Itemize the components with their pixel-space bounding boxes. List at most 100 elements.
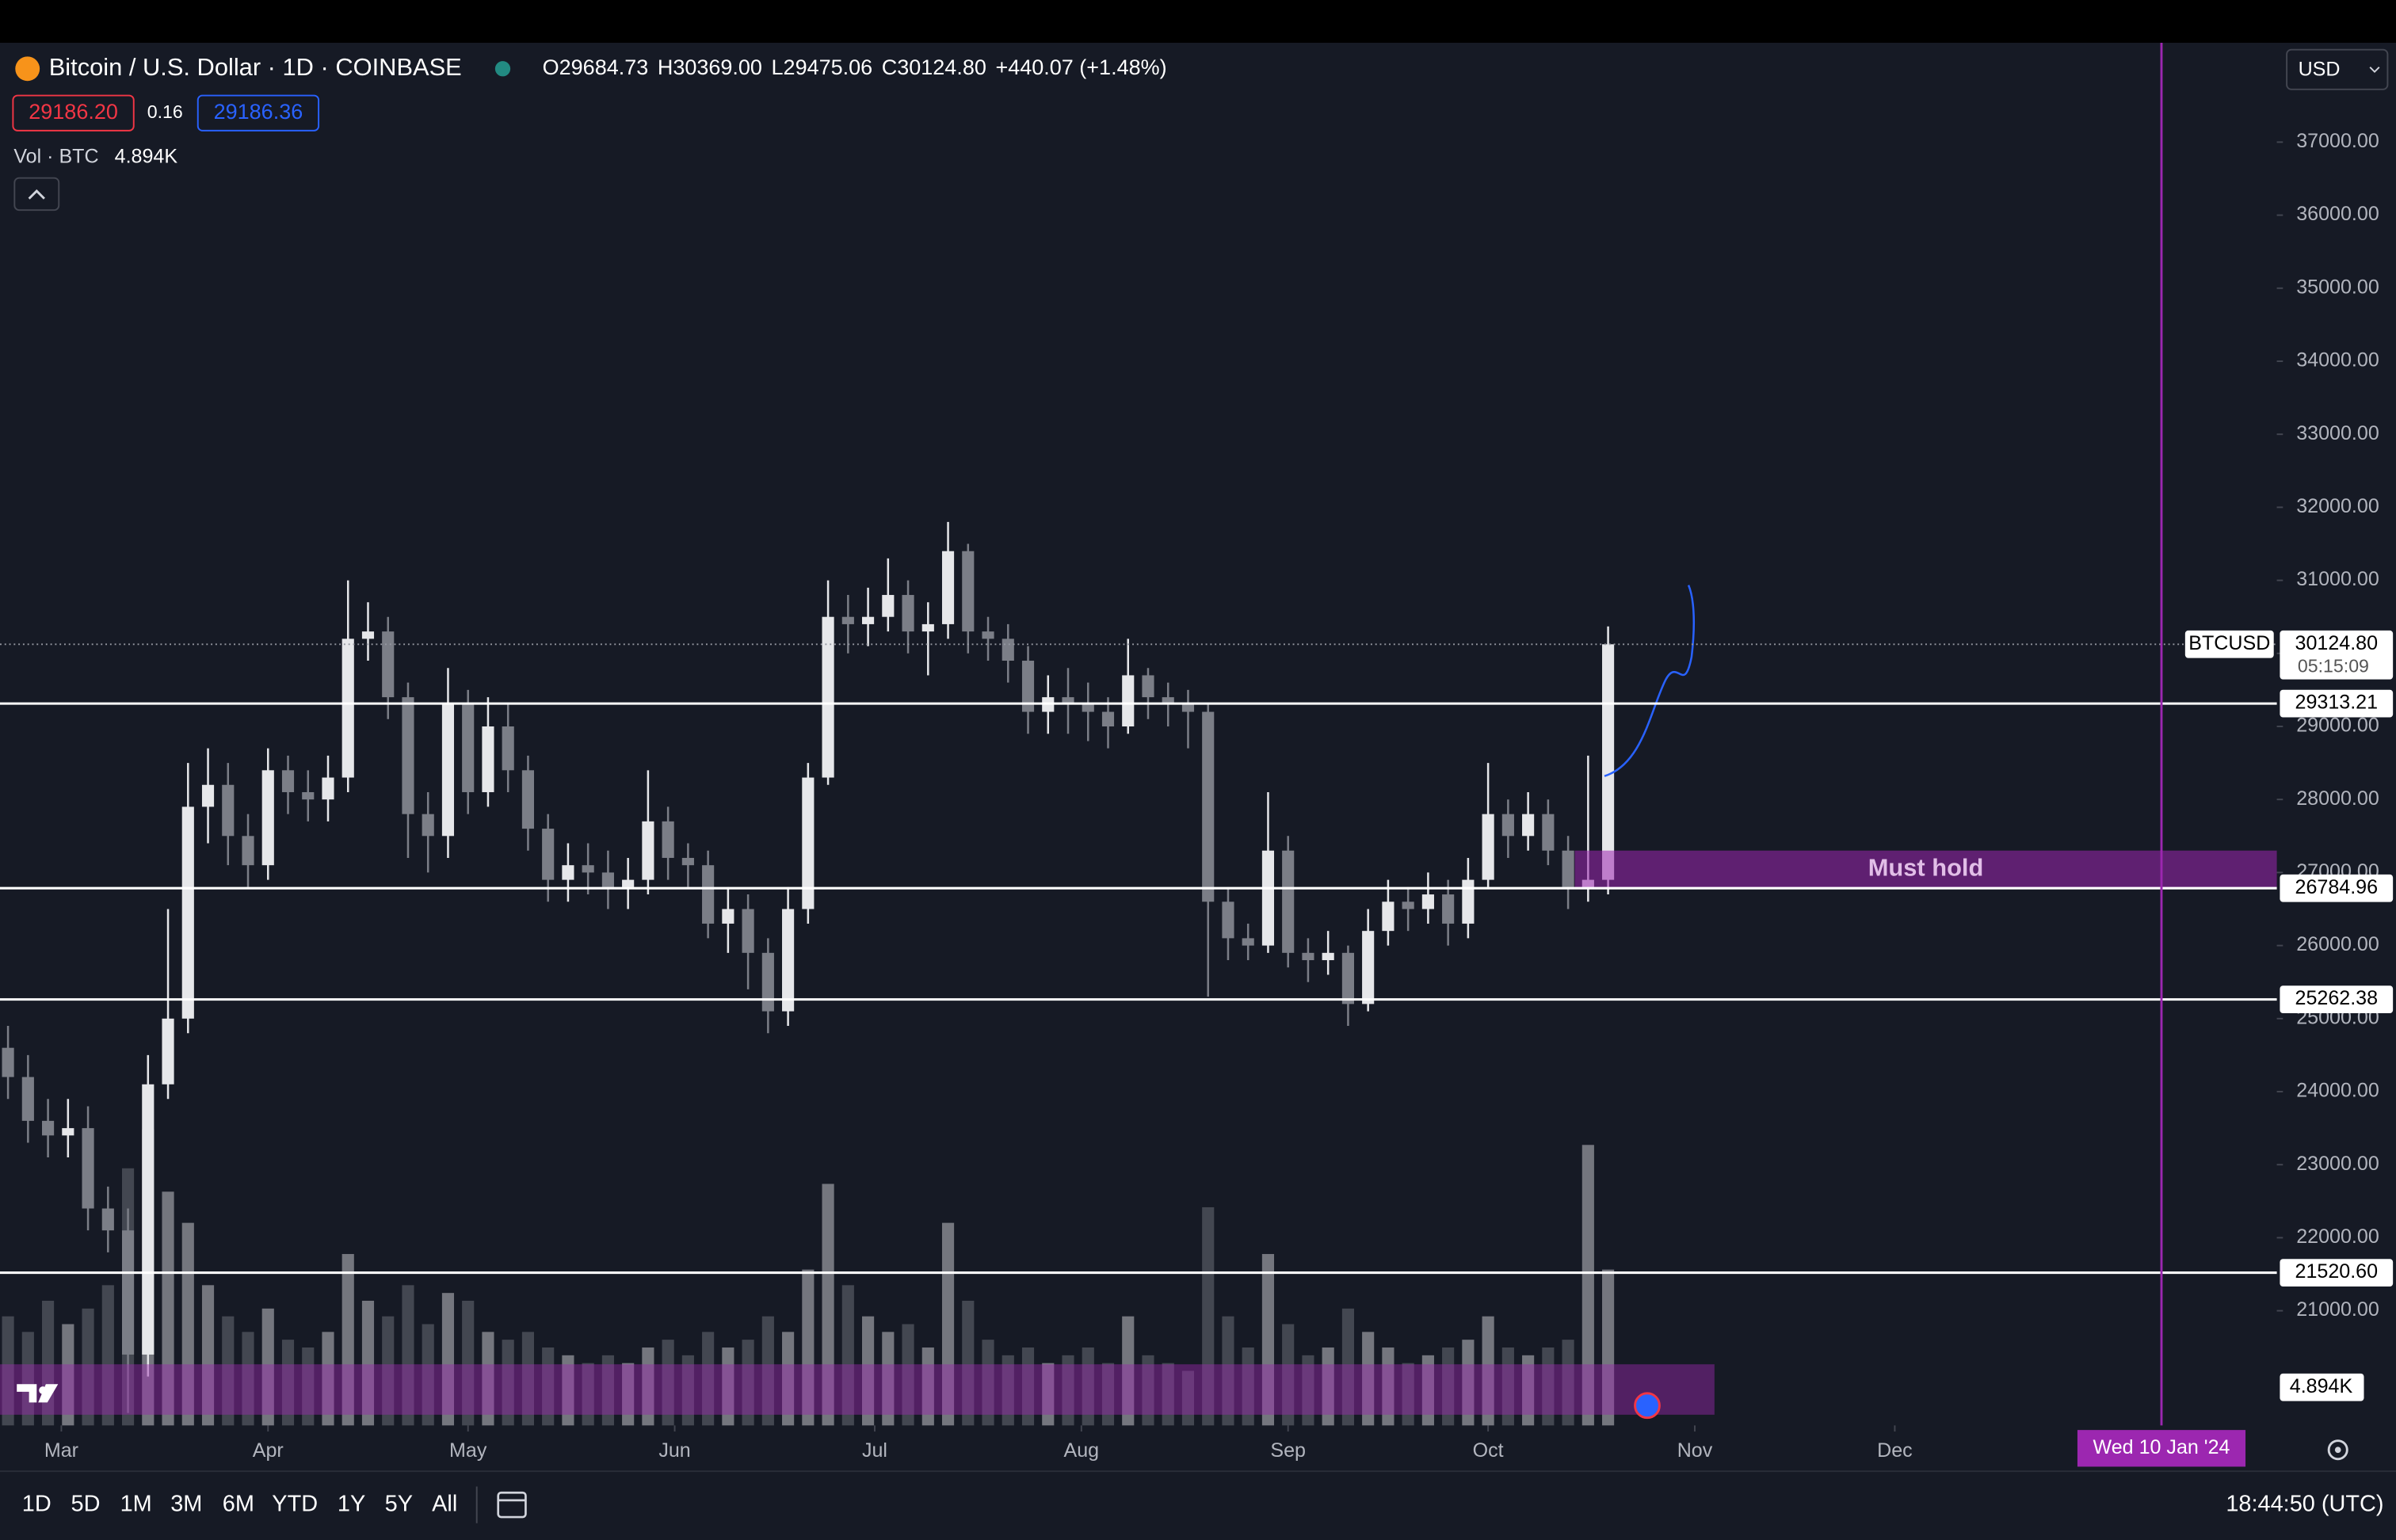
zone [1574,850,2277,889]
ohlc-change: +440.07 (+1.48%) [995,55,1166,79]
price-label-box [2280,1259,2394,1287]
candle-body [341,638,354,778]
candle-body [582,865,594,873]
volume-bar [1302,1355,1314,1426]
buy-button[interactable] [196,94,320,132]
volume-bar [2,1316,14,1426]
candle-body [62,1128,74,1136]
timeframe-button[interactable]: YTD [272,1491,318,1516]
sell-price[interactable]: 29186.20 [29,100,118,124]
candle-body [42,1120,55,1136]
candle-body [121,1230,135,1355]
y-tick-label: 22000.00 [2296,1226,2379,1248]
volume-bar [1021,1348,1035,1426]
volume-bar [1562,1340,1574,1426]
settings-button[interactable] [2327,1439,2348,1461]
volume-bar [521,1332,535,1426]
candle-body [1282,850,1295,953]
volume-bar [1181,1370,1195,1426]
last-price-label: 30124.80 [2295,632,2379,654]
volume-bar [1322,1348,1334,1426]
volume-bar [841,1285,854,1426]
timeframe-button[interactable]: 5Y [385,1491,413,1516]
candle-body [181,806,194,1019]
collapse-button[interactable] [13,177,60,212]
candle-body [1362,931,1375,1004]
timeframe-button[interactable]: All [432,1491,457,1516]
candle-body [822,616,834,778]
volume-bar [1362,1332,1375,1426]
volume-bar [1482,1316,1494,1426]
candle-body [361,631,375,639]
candle-body [902,595,914,632]
volume-bar [1142,1355,1154,1426]
currency[interactable]: USD [2299,58,2341,80]
candle-body [982,631,994,639]
y-tick-label: 26000.00 [2296,933,2379,955]
x-tick-label: Apr [253,1439,284,1462]
volume-bar [281,1340,295,1426]
candle-body [782,909,795,1012]
candle-body [542,829,555,880]
symbol-icon [15,56,40,82]
buy-price[interactable]: 29186.36 [214,100,303,124]
timeframe-button[interactable]: 3M [170,1491,202,1516]
candle-body [1122,675,1135,726]
timeframe-button[interactable]: 1M [120,1491,152,1516]
ohlc: O29684.73 H30369.00 L29475.06 C30124.80 +440… [543,55,1167,79]
candle-body [622,879,635,887]
candle-body [722,909,734,924]
volume-bar [681,1355,694,1426]
volume-bar [802,1269,815,1426]
volume-bar [742,1340,754,1426]
candle-body [1302,952,1314,961]
candle-body [1062,697,1074,705]
candle-body [222,784,235,837]
volume-bar [1462,1340,1475,1426]
volume-bar [222,1316,235,1426]
volume-bar [462,1300,475,1426]
volume-bar [1382,1348,1394,1426]
goto-date-button[interactable] [497,1491,527,1519]
volume-bar [1261,1253,1275,1426]
x-tick-label: Nov [1677,1439,1713,1462]
candle-body [882,595,895,617]
event-icon[interactable] [1634,1392,1661,1420]
timeframe-button[interactable]: 1D [22,1491,52,1516]
candle-body [162,1018,174,1084]
x-tick-label: Mar [44,1439,78,1462]
volume-bar [562,1355,574,1426]
candle-body [101,1208,114,1231]
symbol-label: BTCUSD [2188,632,2270,654]
timeframe-button[interactable]: 6M [223,1491,254,1516]
volume-bar [601,1355,614,1426]
volume-bar [622,1363,635,1426]
dropdown-icon [2369,67,2380,74]
timeframe-button[interactable]: 1Y [338,1491,365,1516]
volume-bar [261,1308,274,1426]
candle-body [962,551,975,632]
volume-bar [1341,1308,1354,1426]
candle-body [742,909,754,953]
logo-dot [39,1386,47,1394]
sell-button[interactable] [12,94,135,132]
candle-body [601,872,614,887]
volume-bar [402,1285,414,1426]
candle-body [261,770,274,866]
y-tick-label: 32000.00 [2296,495,2379,517]
candle-body [482,726,494,792]
y-tick-label: 23000.00 [2296,1153,2379,1175]
price-label-box [2280,689,2394,718]
candle-body [1242,938,1254,946]
volume-bar [1242,1348,1254,1426]
market-status [494,61,511,77]
candle-body [941,551,955,624]
candle-body [702,865,715,924]
volume-bar [962,1300,975,1426]
volume-bar [1002,1355,1014,1426]
currency-dropdown[interactable] [2286,48,2389,90]
timeframe-button[interactable]: 5D [71,1491,101,1516]
candle-body [1421,894,1434,909]
candle-body [862,616,875,624]
candle-body [422,814,434,837]
